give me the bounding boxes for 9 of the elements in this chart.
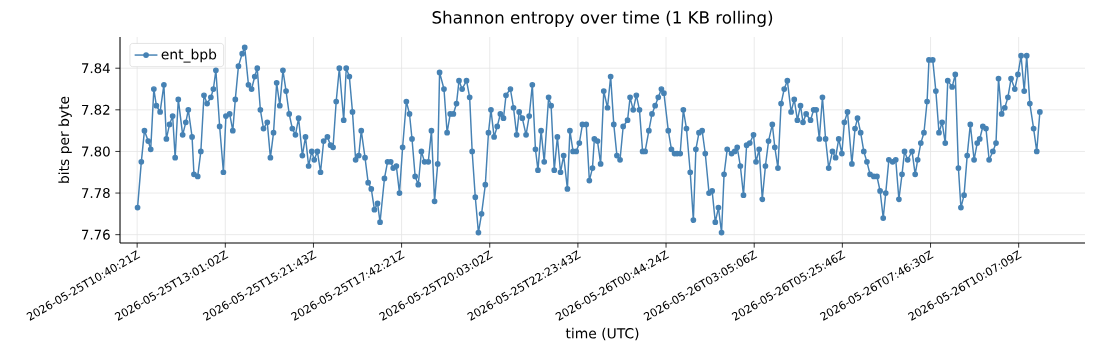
y-tick-label: 7.82 xyxy=(82,104,110,115)
y-tick-label: 7.76 xyxy=(82,229,110,240)
y-axis-title: bits per byte xyxy=(58,96,72,183)
legend-label: ent_bpb xyxy=(161,48,217,63)
x-axis-title: time (UTC) xyxy=(565,327,639,341)
y-tick-label: 7.78 xyxy=(82,188,110,199)
chart-title: Shannon entropy over time (1 KB rolling) xyxy=(432,10,773,27)
y-tick-label: 7.84 xyxy=(82,63,110,74)
y-tick-label: 7.80 xyxy=(82,146,110,157)
